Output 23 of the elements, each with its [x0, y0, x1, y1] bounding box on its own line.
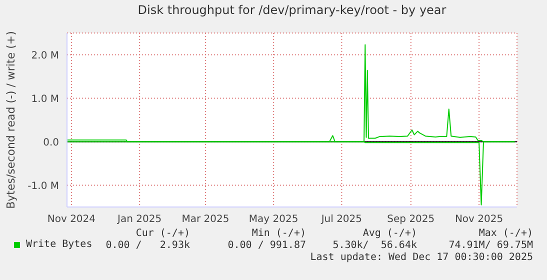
text: 0.00 / 991.87 [228, 240, 306, 251]
y-axis-title: Bytes/second read (-) / write (+) [4, 31, 18, 209]
text: Cur (-/+) [136, 228, 190, 239]
x-tick-label: Nov 2025 [454, 214, 504, 226]
text: 5.30k/ 56.64k [332, 240, 417, 251]
x-tick-label: Jul 2025 [320, 214, 362, 226]
x-tick-label: Sep 2025 [387, 214, 435, 226]
text: Avg (-/+) [362, 228, 417, 239]
x-tick-label: Mar 2025 [182, 214, 230, 226]
x-tick-label: Nov 2024 [47, 214, 96, 226]
legend-label: Write Bytes [25, 239, 92, 250]
text: Min (-/+) [252, 228, 306, 239]
x-tick-label: Jan 2025 [116, 214, 162, 226]
chart-title: Disk throughput for /dev/primary-key/root - by year [136, 3, 448, 17]
y-tick-label: 0.0 [43, 137, 59, 148]
text: Max (-/+) [478, 228, 533, 239]
y-tick-label: -1.0 M [28, 180, 59, 192]
x-tick-label: May 2025 [248, 214, 298, 226]
y-tick-label: 2.0 M [31, 50, 59, 62]
y-tick-label: 1.0 M [31, 94, 59, 105]
text: 0.00 / 2.93k [106, 240, 190, 251]
text: Last update: Wed Dec 17 00:30:00 2025 [310, 252, 533, 263]
text: 74.91M/ 69.75M [448, 240, 533, 251]
